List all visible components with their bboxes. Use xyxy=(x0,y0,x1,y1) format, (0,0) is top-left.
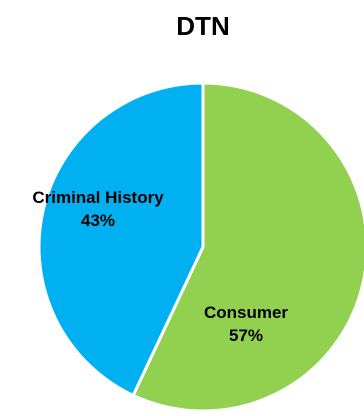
slice-label-name: Consumer xyxy=(204,303,288,322)
slice-label-name: Criminal History xyxy=(32,188,164,207)
pie-slice-consumer xyxy=(131,81,364,413)
slice-labels: Consumer 57% Criminal History 43% xyxy=(32,188,288,345)
pie-slice-criminal-history xyxy=(37,81,205,397)
chart-title: DTN xyxy=(176,11,229,41)
slice-label-value: 43% xyxy=(81,211,115,230)
slice-label-value: 57% xyxy=(229,326,263,345)
pie-slices xyxy=(37,81,364,413)
